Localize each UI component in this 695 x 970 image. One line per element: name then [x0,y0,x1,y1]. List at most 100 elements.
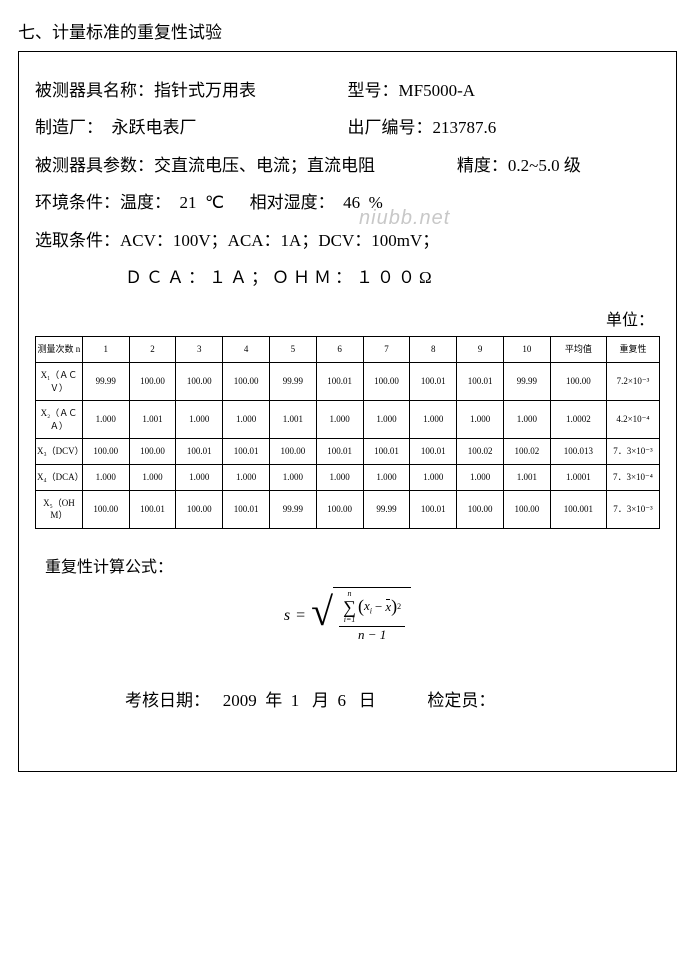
manufacturer-label: 制造厂： [35,118,95,137]
cell: 1.000 [503,401,550,439]
cell: 100.013 [550,439,606,465]
humid-unit: % [369,184,383,221]
col-4: 4 [223,337,270,363]
cell: 100.01 [316,439,363,465]
cell: 100.00 [176,490,223,528]
section-title: 七、计量标准的重复性试验 [18,18,677,43]
xi: xi [364,598,372,616]
squared: 2 [397,602,401,611]
formula-label: 重复性计算公式： [45,553,660,577]
formula-s: s [284,607,290,625]
col-7: 7 [363,337,410,363]
cell: 1.000 [176,401,223,439]
cell: 1.000 [176,464,223,490]
cell: 99.99 [82,362,129,400]
year-char: 年 [265,691,282,710]
sqrt-icon: √ [311,600,333,624]
cell: 99.99 [363,490,410,528]
inspector-label: 检定员： [427,691,495,710]
document-frame: niubb.net 被测器具名称：指针式万用表 型号：MF5000-A 制造厂：… [18,51,677,772]
formula: s = √ n ∑ i=1 ( xi − [35,587,660,646]
xbar: x [385,599,391,615]
cell: 100.01 [129,490,176,528]
cell: 1.000 [410,401,457,439]
row-head: X₂（ＡＣＡ） [36,401,83,439]
serial-value: 213787.6 [433,118,497,137]
cell: 1.0001 [550,464,606,490]
col-5: 5 [269,337,316,363]
cell: 1.000 [363,464,410,490]
date-label: 考核日期： [125,691,210,710]
env-label: 环境条件： [35,184,120,221]
params-label: 被测器具参数： [35,156,154,175]
cell: 1.000 [82,401,129,439]
temp-unit: ℃ [205,184,224,221]
col-n: 测量次数 n [36,337,83,363]
cell: 1.000 [363,401,410,439]
manufacturer-value: 永跃电表厂 [112,118,197,137]
serial-label: 出厂编号： [348,118,433,137]
cell: 100.00 [129,439,176,465]
cell: 7．3×10⁻³ [606,439,659,465]
table-row: X₁（ＡＣＶ）99.99100.00100.00100.0099.99100.0… [36,362,660,400]
col-rep: 重复性 [606,337,659,363]
cell: 100.00 [82,439,129,465]
cell: 100.01 [410,362,457,400]
formula-eq: = [296,607,305,625]
cell: 100.01 [457,362,504,400]
humid-label: 相对湿度： [250,184,335,221]
month-char: 月 [312,691,329,710]
col-10: 10 [503,337,550,363]
row-env: 环境条件： 温度： 21 ℃ 相对湿度： 46 % [35,184,660,221]
cell: 1.000 [410,464,457,490]
accuracy-label: 精度： [457,156,508,175]
humid-value: 46 [343,184,360,221]
cell: 100.01 [316,362,363,400]
date-year: 2009 [223,691,257,710]
accuracy-value: 0.2~5.0 级 [508,156,581,175]
cell: 100.00 [457,490,504,528]
row-head: X₄（DCA） [36,464,83,490]
row-head: X₅（OHM） [36,490,83,528]
row-select-2: ＤＣＡ：１Ａ；ＯＨＭ：１００Ω [35,259,660,296]
row-select-1: 选取条件： ACV：100V；ACA：1A；DCV：100mV； [35,222,660,259]
cell: 100.00 [503,490,550,528]
cell: 100.00 [223,362,270,400]
col-2: 2 [129,337,176,363]
cell: 100.001 [550,490,606,528]
table-header-row: 测量次数 n 1 2 3 4 5 6 7 8 9 10 平均值 重复性 [36,337,660,363]
cell: 1.000 [316,401,363,439]
device-name-label: 被测器具名称： [35,81,154,100]
col-8: 8 [410,337,457,363]
cell: 100.01 [410,490,457,528]
cell: 1.000 [129,464,176,490]
cell: 1.000 [82,464,129,490]
cell: 100.01 [223,439,270,465]
cell: 99.99 [269,490,316,528]
row-device-name: 被测器具名称：指针式万用表 型号：MF5000-A [35,72,660,109]
cell: 99.99 [269,362,316,400]
device-name-value: 指针式万用表 [154,81,256,100]
cell: 100.01 [363,439,410,465]
temp-label: 温度： [120,184,171,221]
cell: 100.01 [410,439,457,465]
col-3: 3 [176,337,223,363]
table-row: X₃（DCV）100.00100.00100.01100.01100.00100… [36,439,660,465]
cell: 1.001 [269,401,316,439]
cell: 7．3×10⁻³ [606,490,659,528]
cell: 100.02 [457,439,504,465]
cell: 100.02 [503,439,550,465]
cell: 100.01 [223,490,270,528]
row-params: 被测器具参数：交直流电压、电流；直流电阻 精度：0.2~5.0 级 [35,147,660,184]
model-value: MF5000-A [399,81,476,100]
col-avg: 平均值 [550,337,606,363]
cell: 1.000 [223,401,270,439]
cell: 4.2×10⁻⁴ [606,401,659,439]
cell: 7.2×10⁻³ [606,362,659,400]
minus: − [375,599,382,615]
sigma-icon: ∑ [343,598,356,616]
denominator: n − 1 [358,625,386,642]
cell: 100.01 [176,439,223,465]
date-day: 6 [338,691,347,710]
col-9: 9 [457,337,504,363]
